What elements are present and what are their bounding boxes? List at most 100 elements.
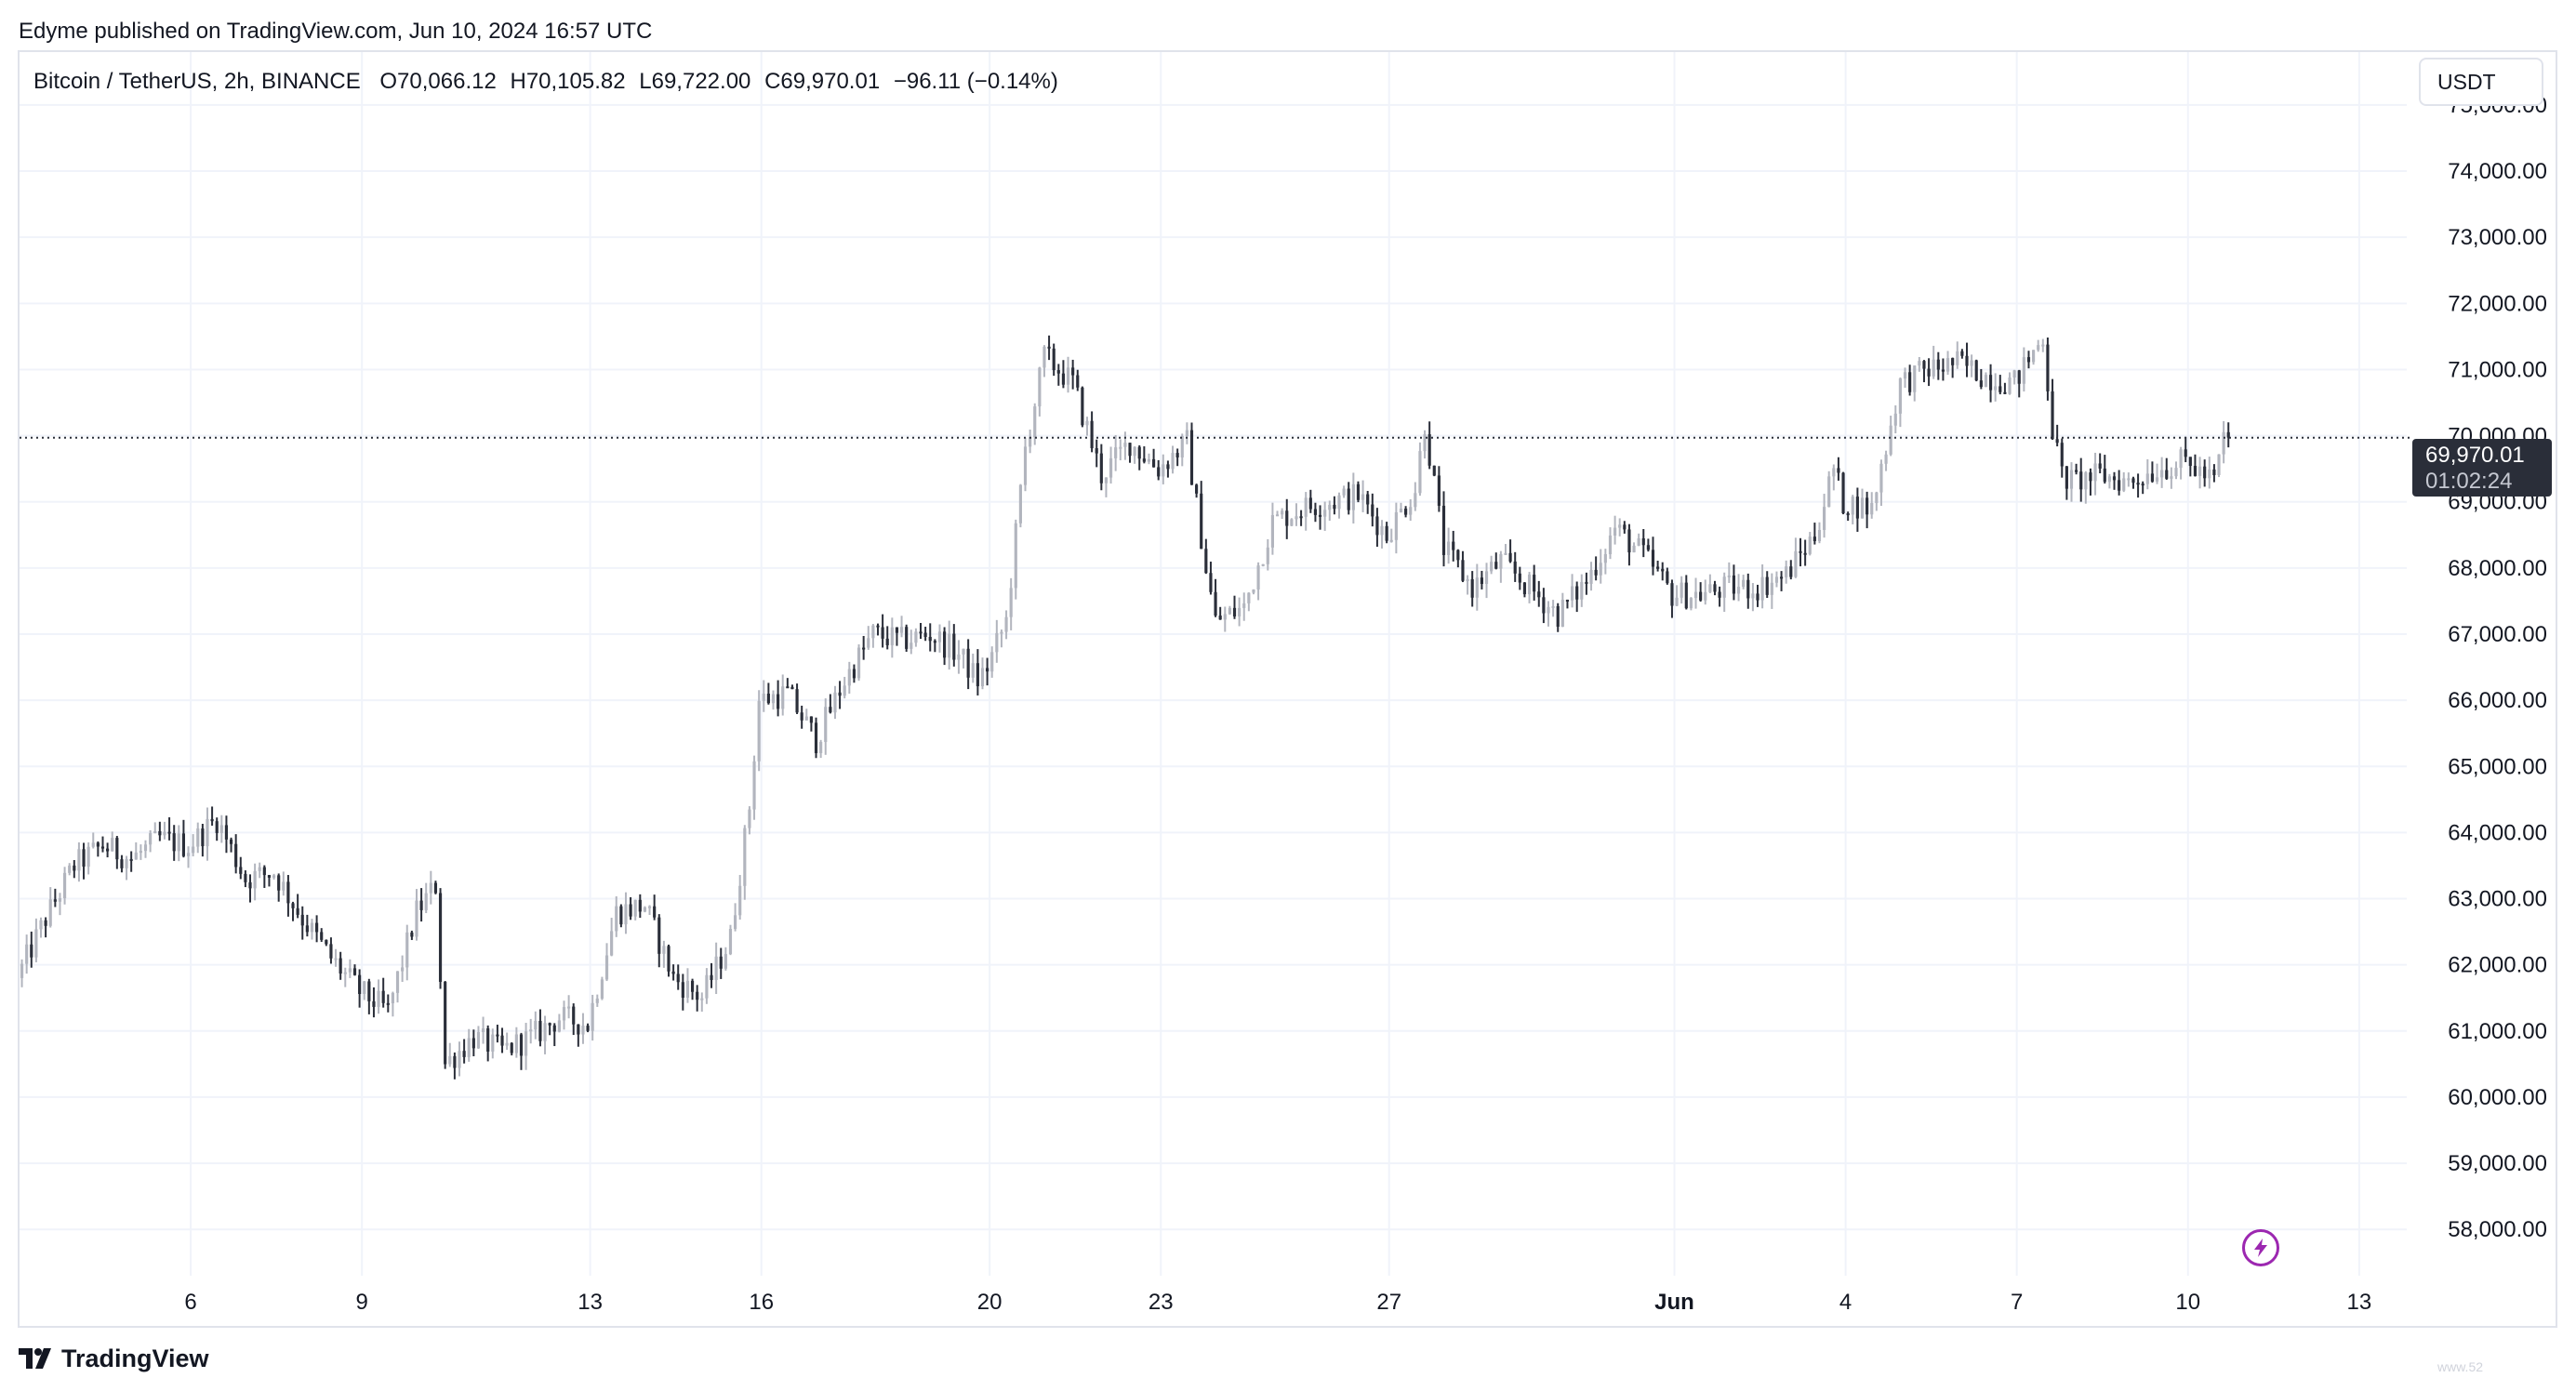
candle-body — [829, 707, 832, 713]
candle-body — [1295, 516, 1298, 520]
candle-body — [62, 872, 67, 899]
candle — [1808, 532, 1812, 556]
legend-symbol[interactable]: Bitcoin / TetherUS, 2h, BINANCE — [33, 69, 361, 94]
x-tick-label: 13 — [2347, 1290, 2372, 1315]
candle-body — [1974, 360, 1978, 381]
candle — [1708, 574, 1712, 593]
candle — [1770, 573, 1773, 609]
candle-body — [167, 831, 171, 834]
candle-body — [1670, 583, 1674, 606]
candle-body — [2145, 473, 2149, 484]
candle — [1513, 551, 1517, 582]
candle — [234, 834, 238, 874]
candle-body — [867, 638, 870, 648]
candle — [424, 882, 428, 914]
candle-body — [1042, 346, 1046, 368]
candle-body — [1247, 592, 1251, 603]
candle — [1979, 368, 1983, 390]
candle — [1270, 502, 1275, 555]
candle-body — [543, 1023, 547, 1041]
candle — [1414, 482, 1417, 511]
currency-button[interactable]: USDT — [2419, 58, 2543, 106]
candle-body — [1799, 550, 1802, 553]
candle — [1380, 520, 1384, 549]
candle — [1209, 562, 1213, 595]
candle-body — [2079, 471, 2083, 490]
candle — [1646, 538, 1650, 552]
watermark: www.52 — [2437, 1359, 2484, 1374]
candle — [700, 992, 704, 1013]
candle-body — [923, 632, 927, 637]
candle — [239, 856, 243, 880]
candle-body — [2008, 378, 2012, 394]
candle-body — [1785, 566, 1788, 577]
candle-body — [1522, 582, 1527, 595]
candle — [401, 955, 405, 982]
candle — [153, 822, 157, 834]
candle-body — [1837, 468, 1840, 473]
candle — [1898, 377, 1902, 428]
candle — [1956, 341, 1959, 369]
candle-body — [1071, 367, 1075, 376]
candle — [696, 985, 699, 1012]
candle — [1033, 403, 1037, 445]
candle-body — [510, 1042, 513, 1053]
candle — [111, 831, 114, 852]
candle-body — [1675, 597, 1679, 606]
candle-body — [577, 1024, 580, 1035]
flash-button[interactable] — [2242, 1229, 2279, 1266]
candle-body — [1018, 484, 1022, 523]
candle — [30, 931, 33, 968]
candle — [1437, 466, 1441, 512]
candle-body — [1109, 457, 1113, 478]
candle-body — [462, 1051, 466, 1057]
candle — [1475, 563, 1479, 611]
candle — [899, 616, 904, 638]
candle — [210, 806, 214, 826]
tradingview-brand[interactable]: TradingView — [19, 1343, 209, 1374]
candle — [1984, 372, 1988, 388]
candle — [2184, 436, 2187, 463]
candle — [192, 834, 195, 856]
candle-body — [1812, 537, 1816, 541]
candle-body — [300, 914, 304, 926]
candle — [1256, 562, 1260, 601]
candle-body — [296, 907, 299, 915]
candle-body — [881, 627, 884, 639]
candle-body — [1394, 511, 1398, 540]
candle-body — [1209, 573, 1213, 592]
candle — [604, 943, 609, 982]
candle — [2055, 424, 2059, 447]
candle — [1232, 595, 1237, 619]
candle — [1285, 498, 1289, 539]
candle — [2112, 471, 2117, 490]
candle-body — [1556, 605, 1560, 627]
candle — [1066, 356, 1070, 393]
candle — [2012, 369, 2016, 385]
candle — [1651, 537, 1655, 576]
candle-body — [1004, 616, 1008, 632]
candle — [134, 841, 138, 860]
candle — [1441, 491, 1446, 567]
candle-body — [914, 631, 918, 643]
candle-body — [1375, 516, 1379, 536]
last-price-label: 69,970.01 01:02:24 — [2412, 439, 2552, 497]
candle — [296, 894, 299, 919]
candle-body — [424, 893, 428, 910]
candle — [206, 807, 209, 861]
candle-body — [125, 858, 128, 868]
candle-body — [1627, 529, 1631, 553]
candle — [643, 906, 647, 913]
candle — [1575, 581, 1579, 613]
candle — [624, 892, 628, 934]
candle — [172, 825, 176, 861]
candle — [1238, 597, 1242, 627]
candle-body — [1770, 582, 1773, 595]
y-tick-label: 65,000.00 — [2448, 754, 2547, 779]
x-tick-label: 27 — [1376, 1290, 1401, 1315]
candle-body — [519, 1034, 524, 1056]
candle-body — [2032, 350, 2036, 363]
candle — [448, 1042, 452, 1067]
candle-body — [615, 906, 618, 932]
